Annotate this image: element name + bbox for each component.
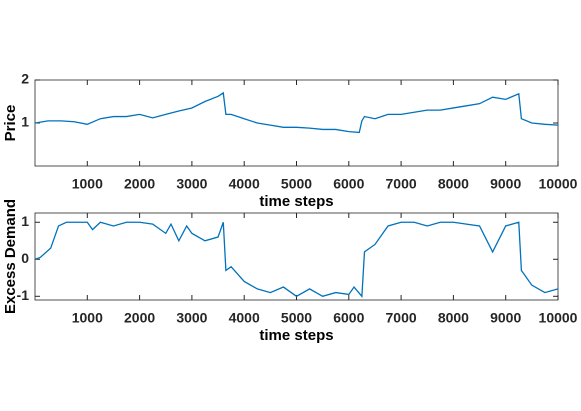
x-tick-label: 8000 [438, 310, 469, 326]
x-axis-label: time steps [259, 193, 333, 210]
x-tick-label: 9000 [490, 176, 521, 192]
x-tick-label: 1000 [72, 176, 103, 192]
plot-area [34, 79, 559, 167]
x-tick-label: 3000 [176, 176, 207, 192]
y-axis-label: Excess Demand [2, 199, 19, 314]
x-tick-label: 8000 [438, 176, 469, 192]
x-tick-label: 7000 [386, 176, 417, 192]
x-tick-label: 4000 [229, 176, 260, 192]
line-series [34, 91, 559, 134]
y-tick-label: 1 [21, 213, 29, 229]
x-tick-label: 5000 [281, 176, 312, 192]
x-tick-label: 9000 [490, 310, 521, 326]
x-tick-label: 2000 [124, 176, 155, 192]
x-tick-label: 3000 [176, 310, 207, 326]
y-axis-label: Price [2, 105, 19, 142]
x-tick-label: 1000 [72, 310, 103, 326]
x-tick-label: 6000 [333, 176, 364, 192]
line-series [34, 221, 559, 298]
x-tick-label: 10000 [539, 176, 578, 192]
x-tick-label: 7000 [386, 310, 417, 326]
x-tick-label: 5000 [281, 310, 312, 326]
y-tick-label: -1 [17, 287, 30, 303]
y-tick-label: 2 [21, 71, 29, 87]
y-tick-label: 0 [21, 250, 29, 266]
x-tick-label: 6000 [333, 310, 364, 326]
y-tick-label: 1 [21, 114, 29, 130]
x-axis-label: time steps [259, 327, 333, 344]
x-tick-label: 2000 [124, 310, 155, 326]
x-tick-label: 4000 [229, 310, 260, 326]
x-tick-label: 10000 [539, 310, 578, 326]
